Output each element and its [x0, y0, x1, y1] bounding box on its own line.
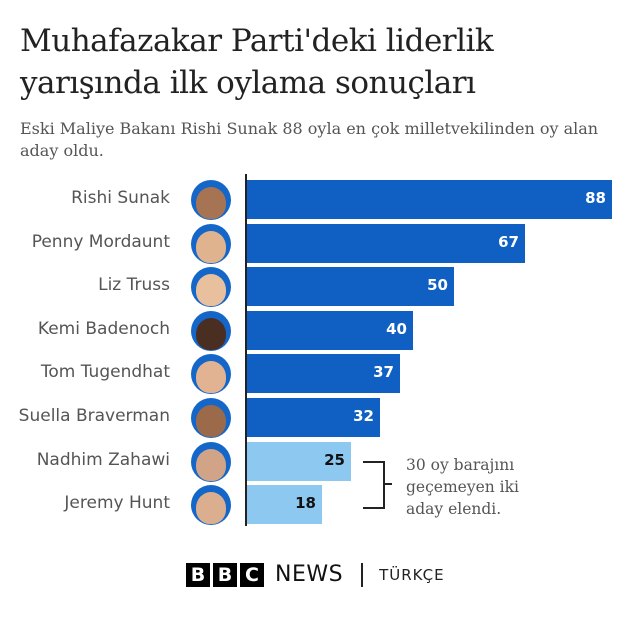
chart-subtitle: Eski Maliye Bakanı Rishi Sunak 88 oyla e… — [20, 119, 599, 160]
candidate-avatar-icon — [191, 223, 231, 264]
face-icon — [196, 361, 226, 394]
bbc-logo-b2: B — [213, 562, 237, 587]
bar: 88 — [247, 180, 612, 219]
bar: 18 — [247, 485, 322, 525]
y-axis-line — [245, 174, 247, 526]
bar: 50 — [247, 267, 454, 307]
candidate-name: Rishi Sunak — [71, 188, 170, 208]
bar-value-label: 50 — [427, 276, 448, 295]
candidate-name: Jeremy Hunt — [64, 493, 170, 514]
note-line-3: aday elendi. — [406, 500, 502, 518]
bracket-annotation-line — [363, 461, 385, 509]
candidate-name: Tom Tugendhat — [40, 362, 170, 383]
face-icon — [196, 405, 226, 437]
note-line-2: geçemeyen iki — [406, 478, 519, 496]
face-icon — [196, 448, 226, 481]
bar: 37 — [247, 354, 400, 394]
candidate-avatar-icon — [191, 485, 231, 526]
news-wordmark: NEWS — [275, 562, 344, 587]
bar-row: Nadhim Zahawi 25 — [0, 441, 640, 482]
bar-value-label: 37 — [373, 363, 394, 382]
bar-value-label: 18 — [295, 494, 316, 513]
candidate-avatar-icon — [191, 398, 231, 438]
candidate-name: Kemi Badenoch — [37, 318, 170, 339]
chart-title: Muhafazakar Parti'deki liderlik yarışınd… — [20, 23, 494, 101]
bar: 40 — [247, 310, 413, 350]
bar-row: Suella Braverman 32 — [0, 398, 640, 438]
bar: 25 — [247, 441, 351, 481]
bar-value-label: 32 — [353, 407, 374, 425]
bar: 32 — [247, 398, 380, 437]
bar-row: Tom Tugendhat 37 — [0, 354, 640, 395]
face-icon — [196, 230, 226, 263]
bbc-logo-c: C — [240, 562, 264, 587]
face-icon — [196, 492, 226, 525]
bar-row: Kemi Badenoch 40 — [0, 310, 640, 351]
elimination-note: 30 oy barajını geçemeyen iki aday elendi… — [406, 454, 519, 520]
bar-value-label: 67 — [498, 232, 519, 251]
candidate-avatar-icon — [191, 267, 231, 308]
bar-row: Rishi Sunak 88 — [0, 180, 640, 220]
face-icon — [196, 317, 226, 350]
candidate-name: Penny Mordaunt — [31, 231, 170, 252]
candidate-avatar-icon — [191, 354, 231, 395]
bbc-logo-b1: B — [186, 562, 210, 587]
bar-value-label: 25 — [324, 450, 345, 469]
note-line-1: 30 oy barajını — [406, 456, 515, 474]
candidate-avatar-icon — [191, 180, 231, 220]
bracket-tick — [383, 483, 392, 485]
bbc-news-turkce-logo: B B C NEWS TÜRKÇE — [186, 562, 445, 587]
bar-row: Liz Truss 50 — [0, 267, 640, 308]
logo-separator — [361, 562, 364, 587]
bar-row: Jeremy Hunt 18 — [0, 485, 640, 526]
service-name: TÜRKÇE — [379, 565, 445, 584]
face-icon — [196, 187, 226, 219]
bar: 67 — [247, 223, 525, 263]
candidate-avatar-icon — [191, 441, 231, 482]
candidate-name: Nadhim Zahawi — [36, 449, 170, 470]
face-icon — [196, 274, 226, 307]
candidate-name: Liz Truss — [98, 275, 170, 296]
candidate-name: Suella Braverman — [18, 406, 170, 426]
bar-row: Penny Mordaunt 67 — [0, 223, 640, 264]
bar-value-label: 88 — [585, 189, 606, 207]
candidate-avatar-icon — [191, 310, 231, 351]
bar-value-label: 40 — [386, 319, 407, 338]
